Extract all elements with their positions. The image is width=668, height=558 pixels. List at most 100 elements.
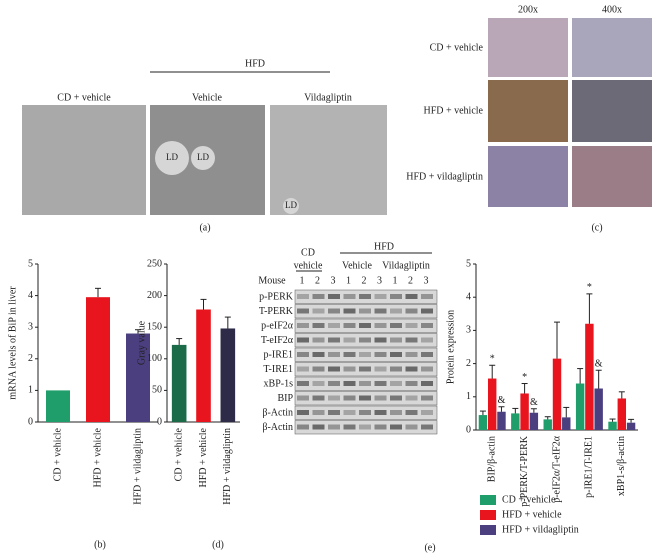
x-tick-label: p-eIF2α/T-eIF2α bbox=[551, 435, 562, 503]
blot-band bbox=[297, 308, 309, 314]
blot-band bbox=[343, 395, 356, 401]
panel-label: Vehicle bbox=[192, 92, 223, 103]
blot-band bbox=[405, 424, 418, 430]
blot-band bbox=[405, 381, 418, 386]
y-axis-label: Protein expression bbox=[445, 310, 456, 384]
bar bbox=[562, 417, 571, 430]
blot-band bbox=[343, 337, 356, 343]
blot-strip bbox=[294, 420, 438, 435]
caption: (e) bbox=[424, 542, 435, 553]
blot-band bbox=[343, 308, 356, 314]
y-tick-label: 200 bbox=[147, 290, 162, 301]
blot-band bbox=[359, 323, 371, 328]
blot-band bbox=[297, 337, 309, 343]
bar bbox=[86, 297, 110, 422]
blot-row-label: BIP bbox=[277, 393, 293, 404]
blot-row-label: xBP-1s bbox=[264, 378, 294, 389]
blot-band bbox=[390, 424, 402, 430]
significance-marker: * bbox=[587, 282, 592, 293]
significance-marker: * bbox=[522, 372, 527, 383]
blot-header: HFD bbox=[374, 241, 394, 252]
lane-number: 2 bbox=[362, 275, 367, 286]
micro-label: LD bbox=[166, 152, 178, 162]
blot-band bbox=[359, 308, 371, 314]
histology bbox=[572, 80, 652, 142]
blot-band bbox=[297, 381, 309, 386]
blot-band bbox=[359, 395, 371, 401]
y-tick-label: 3 bbox=[466, 325, 471, 336]
x-tick-label: p-IRE1/T-IRE1 bbox=[584, 436, 595, 498]
blot-band bbox=[297, 424, 309, 430]
significance-marker: & bbox=[530, 397, 538, 408]
blot-row-label: T-IRE1 bbox=[263, 364, 293, 375]
blot-header: Vildagliptin bbox=[382, 260, 430, 271]
bar bbox=[626, 422, 636, 430]
x-tick-label: HFD + vehicle bbox=[198, 427, 209, 487]
blot-band bbox=[421, 424, 433, 430]
significance-marker: & bbox=[498, 395, 506, 406]
blot-row-label: p-PERK bbox=[259, 291, 294, 302]
blot-band bbox=[328, 410, 340, 415]
blot-band bbox=[343, 366, 356, 372]
blot-band bbox=[359, 294, 371, 299]
y-tick-label: 50 bbox=[152, 385, 162, 396]
histology bbox=[488, 80, 568, 142]
blot-row-label: β-Actin bbox=[262, 422, 293, 433]
x-tick-label: p-PERK/T-PERK bbox=[519, 435, 530, 507]
blot-band bbox=[328, 323, 340, 328]
bar bbox=[529, 412, 539, 430]
bar bbox=[617, 398, 627, 430]
column-label: 200x bbox=[518, 4, 538, 15]
blot-band bbox=[312, 323, 325, 328]
blot-band bbox=[343, 352, 356, 357]
blot-band bbox=[312, 410, 325, 415]
blot-band bbox=[405, 308, 418, 314]
bar bbox=[608, 421, 617, 430]
blot-header: CD bbox=[301, 247, 315, 258]
lane-number: 1 bbox=[346, 275, 351, 286]
bar bbox=[575, 383, 585, 430]
blot-band bbox=[312, 381, 325, 386]
blot-band bbox=[343, 323, 356, 328]
lane-number: 3 bbox=[331, 275, 336, 286]
blot-band bbox=[328, 381, 340, 386]
lipid-droplet bbox=[155, 141, 189, 175]
legend-label: CD + vehicle bbox=[502, 494, 556, 505]
group-label: HFD bbox=[245, 58, 265, 69]
x-tick-label: BIP/β-actin bbox=[486, 436, 497, 482]
y-tick-label: 2 bbox=[466, 358, 471, 369]
blot-band bbox=[374, 381, 387, 386]
legend-swatch bbox=[480, 495, 496, 505]
blot-band bbox=[343, 294, 356, 299]
blot-band bbox=[390, 323, 402, 328]
bar bbox=[520, 393, 529, 430]
significance-marker: * bbox=[490, 354, 495, 365]
x-tick-label: HFD + vildagliptin bbox=[222, 428, 233, 505]
bar bbox=[126, 333, 150, 422]
y-tick-label: 1 bbox=[466, 391, 471, 402]
blot-band bbox=[421, 323, 433, 328]
micrograph bbox=[22, 105, 146, 215]
row-label: HFD + vildagliptin bbox=[406, 171, 483, 182]
blot-band bbox=[405, 410, 418, 415]
blot-band bbox=[328, 337, 340, 343]
blot-band bbox=[328, 424, 340, 430]
blot-band bbox=[312, 294, 325, 299]
blot-band bbox=[421, 352, 433, 357]
y-tick-label: 1 bbox=[28, 385, 33, 396]
blot-band bbox=[374, 337, 387, 343]
micro-label: LD bbox=[197, 152, 209, 162]
blot-band bbox=[405, 337, 418, 343]
blot-band bbox=[312, 337, 325, 343]
blot-band bbox=[390, 294, 402, 299]
lane-number: 1 bbox=[300, 275, 305, 286]
blot-band bbox=[297, 294, 309, 299]
bar bbox=[171, 344, 187, 422]
bar bbox=[552, 358, 562, 430]
histology bbox=[572, 146, 652, 207]
y-tick-label: 100 bbox=[147, 353, 162, 364]
lane-number: 2 bbox=[408, 275, 413, 286]
blot-header: Vehicle bbox=[342, 260, 373, 271]
blot-band bbox=[312, 395, 325, 401]
bar bbox=[46, 390, 70, 422]
